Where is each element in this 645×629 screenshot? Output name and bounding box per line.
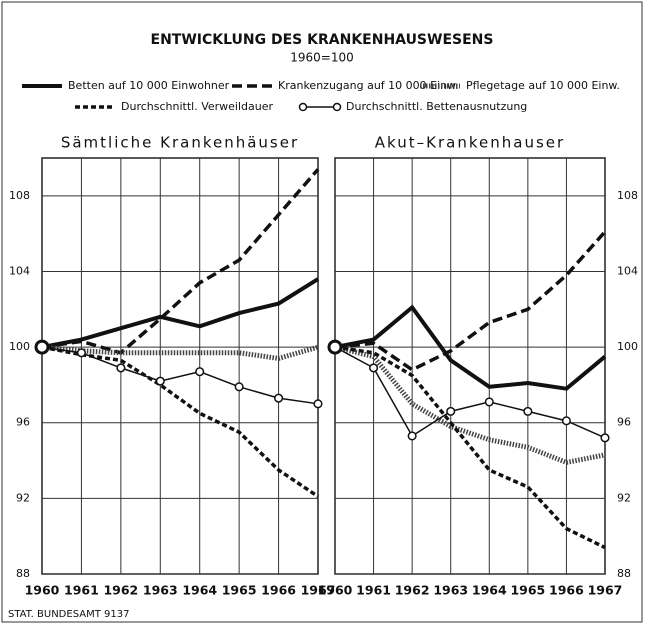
series-line bbox=[41, 168, 320, 355]
y-tick-label: 104 bbox=[617, 264, 638, 277]
x-tick-label: 1963 bbox=[433, 583, 468, 598]
point bbox=[369, 363, 379, 373]
legend-marker bbox=[332, 102, 342, 112]
y-tick-label: 96 bbox=[16, 416, 30, 429]
x-tick-label: 1961 bbox=[64, 583, 99, 598]
y-tick-label: 108 bbox=[9, 189, 30, 202]
point bbox=[274, 393, 284, 403]
x-tick-label: 1960 bbox=[318, 583, 353, 598]
x-tick-label: 1962 bbox=[103, 583, 138, 598]
x-tick-label: 1967 bbox=[301, 583, 336, 598]
point bbox=[523, 406, 533, 416]
chart-subtitle: 1960=100 bbox=[290, 51, 354, 65]
x-tick-label: 1965 bbox=[510, 583, 545, 598]
y-tick-label: 104 bbox=[9, 264, 30, 277]
series-line bbox=[41, 344, 319, 361]
y-tick-label: 88 bbox=[617, 567, 631, 580]
y-tick-label: 100 bbox=[617, 340, 638, 353]
chart-title: ENTWICKLUNG DES KRANKENHAUSWESENS bbox=[151, 32, 494, 48]
x-tick-label: 1965 bbox=[222, 583, 257, 598]
x-tick-label: 1960 bbox=[25, 583, 60, 598]
point bbox=[155, 376, 165, 386]
point bbox=[313, 399, 323, 409]
x-tick-label: 1967 bbox=[588, 583, 623, 598]
y-tick-label: 92 bbox=[617, 491, 631, 504]
y-tick-label: 96 bbox=[617, 416, 631, 429]
point bbox=[76, 348, 86, 358]
x-tick-label: 1966 bbox=[261, 583, 296, 598]
legend-label: Krankenzugang auf 10 000 Einw. bbox=[278, 79, 459, 92]
legend-label: Durchschnittl. Verweildauer bbox=[121, 100, 273, 113]
point bbox=[484, 397, 494, 407]
point bbox=[234, 382, 244, 392]
panel-title: Akut–Krankenhauser bbox=[375, 134, 565, 152]
series-line bbox=[334, 344, 606, 466]
series-line bbox=[41, 277, 320, 350]
x-tick-label: 1964 bbox=[472, 583, 507, 598]
series-line bbox=[41, 346, 319, 405]
series-line bbox=[41, 345, 319, 498]
legend-label: Durchschnittl. Bettenausnutzung bbox=[346, 100, 527, 113]
y-tick-label: 108 bbox=[617, 189, 638, 202]
point bbox=[327, 339, 343, 355]
x-tick-label: 1963 bbox=[143, 583, 178, 598]
point bbox=[34, 339, 50, 355]
series-line bbox=[334, 230, 607, 372]
legend-label: Pflegetage auf 10 000 Einw. bbox=[466, 79, 620, 92]
series-line bbox=[334, 346, 606, 439]
panel-title: Sämtliche Krankenhäuser bbox=[61, 134, 299, 152]
series-line bbox=[334, 304, 607, 391]
point bbox=[600, 433, 610, 443]
x-tick-label: 1964 bbox=[182, 583, 217, 598]
point bbox=[561, 416, 571, 426]
legend-label: Betten auf 10 000 Einwohner bbox=[68, 79, 230, 92]
y-tick-label: 100 bbox=[9, 340, 30, 353]
legend-marker bbox=[298, 102, 308, 112]
point bbox=[116, 363, 126, 373]
x-tick-label: 1966 bbox=[549, 583, 584, 598]
point bbox=[195, 367, 205, 377]
source: STAT. BUNDESAMT 9137 bbox=[8, 609, 129, 620]
y-tick-label: 92 bbox=[16, 491, 30, 504]
point bbox=[407, 431, 417, 441]
y-tick-label: 88 bbox=[16, 567, 30, 580]
point bbox=[446, 406, 456, 416]
x-tick-label: 1961 bbox=[356, 583, 391, 598]
x-tick-label: 1962 bbox=[395, 583, 430, 598]
